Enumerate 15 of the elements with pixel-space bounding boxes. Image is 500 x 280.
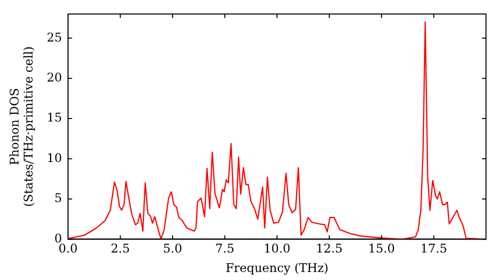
x-tick-label: 10.0 xyxy=(264,242,290,256)
x-tick-label: 5.0 xyxy=(163,242,182,256)
y-tick-label: 5 xyxy=(54,191,62,206)
x-tick-label: 15.0 xyxy=(368,242,395,256)
x-tick-label: 7.5 xyxy=(215,242,234,256)
y-tick-label: 10 xyxy=(46,150,62,165)
y-tick-label: 20 xyxy=(46,70,62,84)
x-tick-label: 12.5 xyxy=(316,242,343,256)
x-tick-label: 2.5 xyxy=(110,242,130,256)
x-tick-label: 0.0 xyxy=(58,242,78,256)
x-axis-title: Frequency (THz) xyxy=(226,260,328,275)
y-tick-label: 25 xyxy=(46,30,62,44)
x-tick-label: 17.5 xyxy=(420,242,448,256)
y-axis-title: Phonon DOS (States/THz·primitive cell) xyxy=(7,46,36,207)
y-tick-label: 15 xyxy=(46,110,62,125)
